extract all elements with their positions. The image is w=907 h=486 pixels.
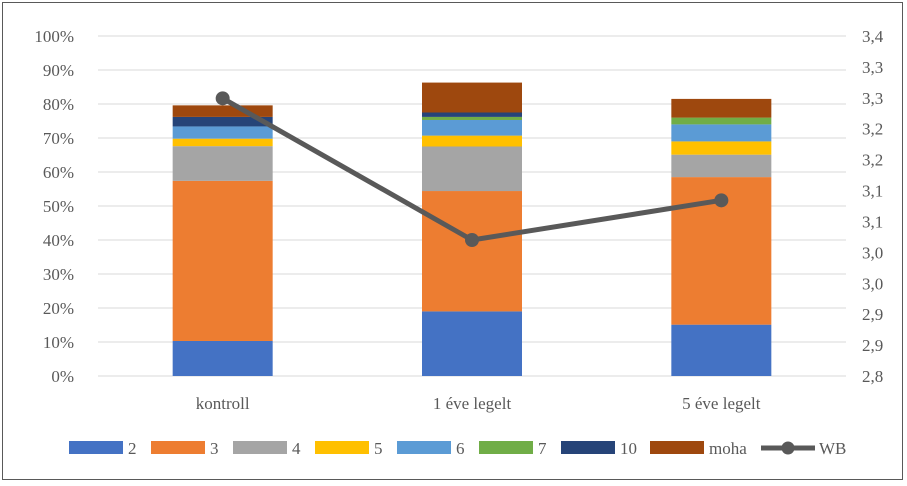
right-tick-label: 2,9 <box>862 336 883 355</box>
legend-swatch-3 <box>151 441 205 454</box>
bar-segment-3 <box>172 180 273 341</box>
legend-swatch-7 <box>479 441 533 454</box>
legend-marker-wb <box>781 441 795 455</box>
legend-swatch-6 <box>397 441 451 454</box>
bar-segment-5 <box>422 135 522 147</box>
legend-swatch-5 <box>315 441 369 454</box>
left-tick-label: 50% <box>43 197 74 216</box>
right-tick-label: 3,1 <box>862 182 883 201</box>
left-tick-label: 90% <box>43 61 74 80</box>
left-tick-label: 20% <box>43 299 74 318</box>
wb-line-marker <box>465 233 479 247</box>
bar-segment-5 <box>172 138 273 147</box>
bar-segment-moha <box>422 82 522 113</box>
bar-segment-7 <box>422 116 522 120</box>
bar-segment-3 <box>422 191 522 312</box>
bar-segment-10 <box>172 116 273 127</box>
right-tick-label: 3,2 <box>862 151 883 170</box>
legend-label: 7 <box>538 439 547 458</box>
left-tick-label: 80% <box>43 95 74 114</box>
right-tick-label: 3,4 <box>862 27 884 46</box>
bar-segment-2 <box>172 340 273 376</box>
category-label: 1 éve legelt <box>433 394 512 413</box>
left-tick-label: 100% <box>34 27 74 46</box>
category-labels: kontroll 1 éve legelt 5 éve legelt <box>196 394 761 413</box>
legend-swatch-10 <box>561 441 615 454</box>
legend-label: 2 <box>128 439 137 458</box>
bar-segment-2 <box>422 311 522 376</box>
right-tick-label: 3,1 <box>862 212 883 231</box>
left-tick-label: 10% <box>43 333 74 352</box>
wb-line-marker <box>714 193 729 208</box>
legend-label: moha <box>709 439 747 458</box>
legend-swatch-2 <box>69 441 123 454</box>
bar-segment-10 <box>422 112 522 117</box>
right-tick-label: 3,3 <box>862 58 883 77</box>
right-axis-ticks: 2,8 2,9 2,9 3,0 3,0 3,1 3,1 3,2 3,2 3,3 3,3 3,4 <box>862 27 884 386</box>
left-tick-label: 30% <box>43 265 74 284</box>
wb-line <box>215 91 729 247</box>
stacked-bar-chart: 0% 10% 20% 30% 40% 50% 60% 70% 80% 90% 100% 2,8 2,9… <box>34 27 884 458</box>
right-tick-label: 3,0 <box>862 243 883 262</box>
legend-label: 10 <box>620 439 637 458</box>
right-tick-label: 2,9 <box>862 305 883 324</box>
bars <box>172 82 772 376</box>
left-tick-label: 70% <box>43 129 74 148</box>
bar-segment-6 <box>671 124 772 142</box>
bar-segment-6 <box>422 119 522 136</box>
bar-segment-4 <box>172 146 273 181</box>
right-tick-label: 2,8 <box>862 367 883 386</box>
legend-swatch-moha <box>650 441 704 454</box>
right-tick-label: 3,3 <box>862 89 883 108</box>
category-label: 5 éve legelt <box>682 394 761 413</box>
legend-label: 6 <box>456 439 465 458</box>
right-tick-label: 3,0 <box>862 274 883 293</box>
legend-label: 5 <box>374 439 383 458</box>
left-axis-ticks: 0% 10% 20% 30% 40% 50% 60% 70% 80% 90% 100% <box>34 27 74 386</box>
category-label: kontroll <box>196 394 250 413</box>
bar-segment-7 <box>671 117 772 125</box>
wb-line-marker <box>215 91 230 106</box>
legend: 2 3 4 5 6 7 10 moha WB <box>69 439 846 458</box>
bar-segment-2 <box>671 324 772 376</box>
bar-segment-4 <box>671 154 772 178</box>
right-tick-label: 3,2 <box>862 120 883 139</box>
legend-label: WB <box>819 439 846 458</box>
chart-frame: 0% 10% 20% 30% 40% 50% 60% 70% 80% 90% 100% 2,8 2,9… <box>2 2 903 480</box>
legend-label: 4 <box>292 439 301 458</box>
legend-label: 3 <box>210 439 219 458</box>
left-tick-label: 0% <box>51 367 74 386</box>
left-tick-label: 60% <box>43 163 74 182</box>
bar-segment-moha <box>671 98 772 118</box>
bar-segment-6 <box>172 126 273 139</box>
legend-swatch-4 <box>233 441 287 454</box>
left-tick-label: 40% <box>43 231 74 250</box>
bar-segment-5 <box>671 141 772 155</box>
bar-segment-moha <box>172 105 273 117</box>
bar-segment-4 <box>422 146 522 192</box>
